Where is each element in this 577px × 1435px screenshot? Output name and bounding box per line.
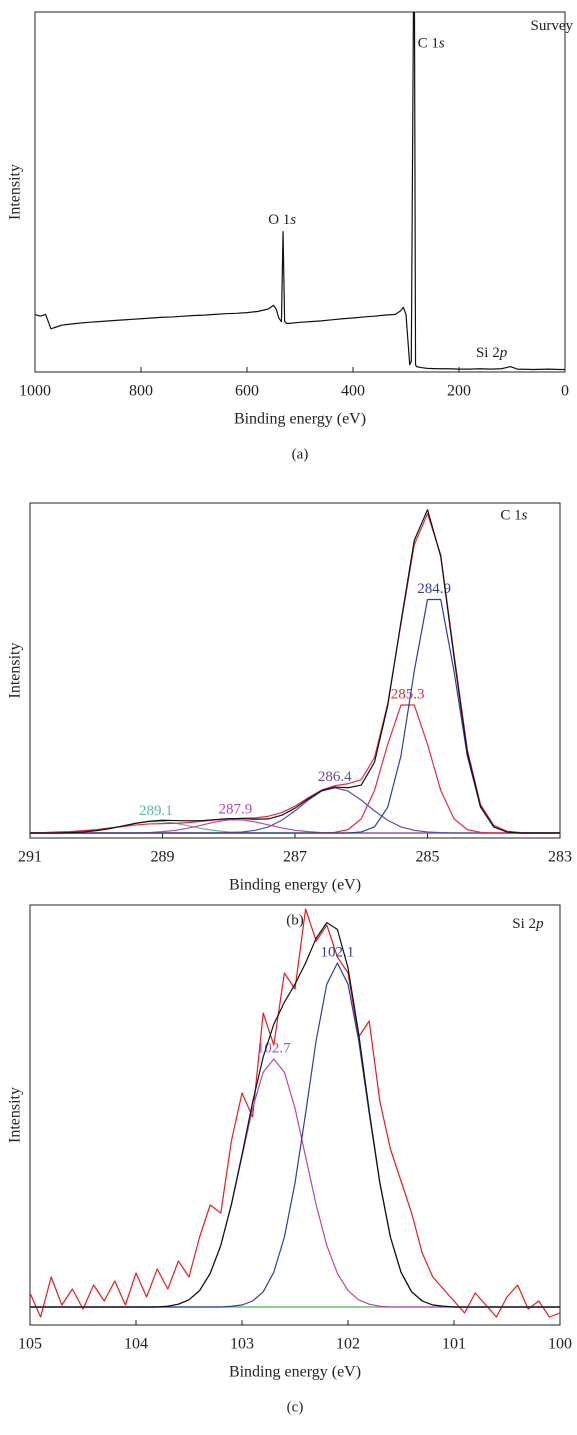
x-tick-label: 800 — [129, 383, 153, 400]
x-tick-label: 285 — [416, 849, 440, 866]
series-line — [30, 922, 560, 1308]
annotation: Survey — [531, 18, 574, 34]
x-axis-label: Binding energy (eV) — [229, 1364, 361, 1381]
annotation: Si 2p — [512, 916, 544, 932]
x-tick-label: 105 — [18, 1336, 42, 1353]
y-axis-label: Intensity — [7, 164, 24, 220]
annotation: Si 2p — [476, 345, 508, 361]
series-line — [30, 787, 560, 834]
panel-label: (a) — [292, 446, 309, 462]
x-tick-label: 103 — [230, 1336, 254, 1353]
x-tick-label: 400 — [341, 383, 365, 400]
series-line — [30, 820, 560, 834]
peak-label: 289.1 — [139, 803, 173, 819]
peak-label: 285.3 — [391, 686, 425, 702]
series-line — [30, 513, 560, 834]
x-tick-label: 283 — [548, 849, 572, 866]
x-axis-label: Binding energy (eV) — [234, 411, 366, 428]
series-line — [30, 509, 560, 834]
series-line — [35, 12, 565, 371]
x-tick-label: 291 — [18, 849, 42, 866]
x-tick-label: 289 — [151, 849, 175, 866]
peak-label: 287.9 — [219, 801, 253, 817]
x-tick-label: 600 — [235, 383, 259, 400]
x-tick-label: 104 — [124, 1336, 148, 1353]
series-line — [30, 598, 560, 834]
series-line — [30, 704, 560, 834]
series-line — [30, 962, 560, 1308]
peak-label: 284.9 — [417, 581, 451, 597]
peak-label: 102.1 — [321, 944, 355, 960]
x-tick-label: 200 — [447, 383, 471, 400]
peak-label: 102.7 — [257, 1040, 291, 1056]
x-tick-label: 1000 — [19, 383, 51, 400]
x-tick-label: 101 — [442, 1336, 466, 1353]
x-tick-label: 287 — [283, 849, 307, 866]
annotation: O 1s — [268, 212, 296, 228]
series-line — [30, 819, 560, 834]
x-tick-label: 0 — [561, 383, 569, 400]
panel-label: (b) — [286, 912, 304, 928]
y-axis-label: Intensity — [7, 1087, 24, 1143]
annotation: C 1s — [418, 36, 445, 52]
plot-frame — [34, 11, 566, 373]
y-axis-label: Intensity — [7, 643, 24, 699]
x-tick-label: 100 — [548, 1336, 572, 1353]
plot-frame — [29, 502, 561, 839]
x-axis-label: Binding energy (eV) — [229, 877, 361, 894]
x-tick-label: 102 — [336, 1336, 360, 1353]
plot-frame — [29, 904, 561, 1326]
panel-label: (c) — [287, 1399, 304, 1415]
annotation: C 1s — [500, 508, 527, 524]
series-line — [30, 908, 560, 1318]
peak-label: 286.4 — [318, 769, 352, 785]
